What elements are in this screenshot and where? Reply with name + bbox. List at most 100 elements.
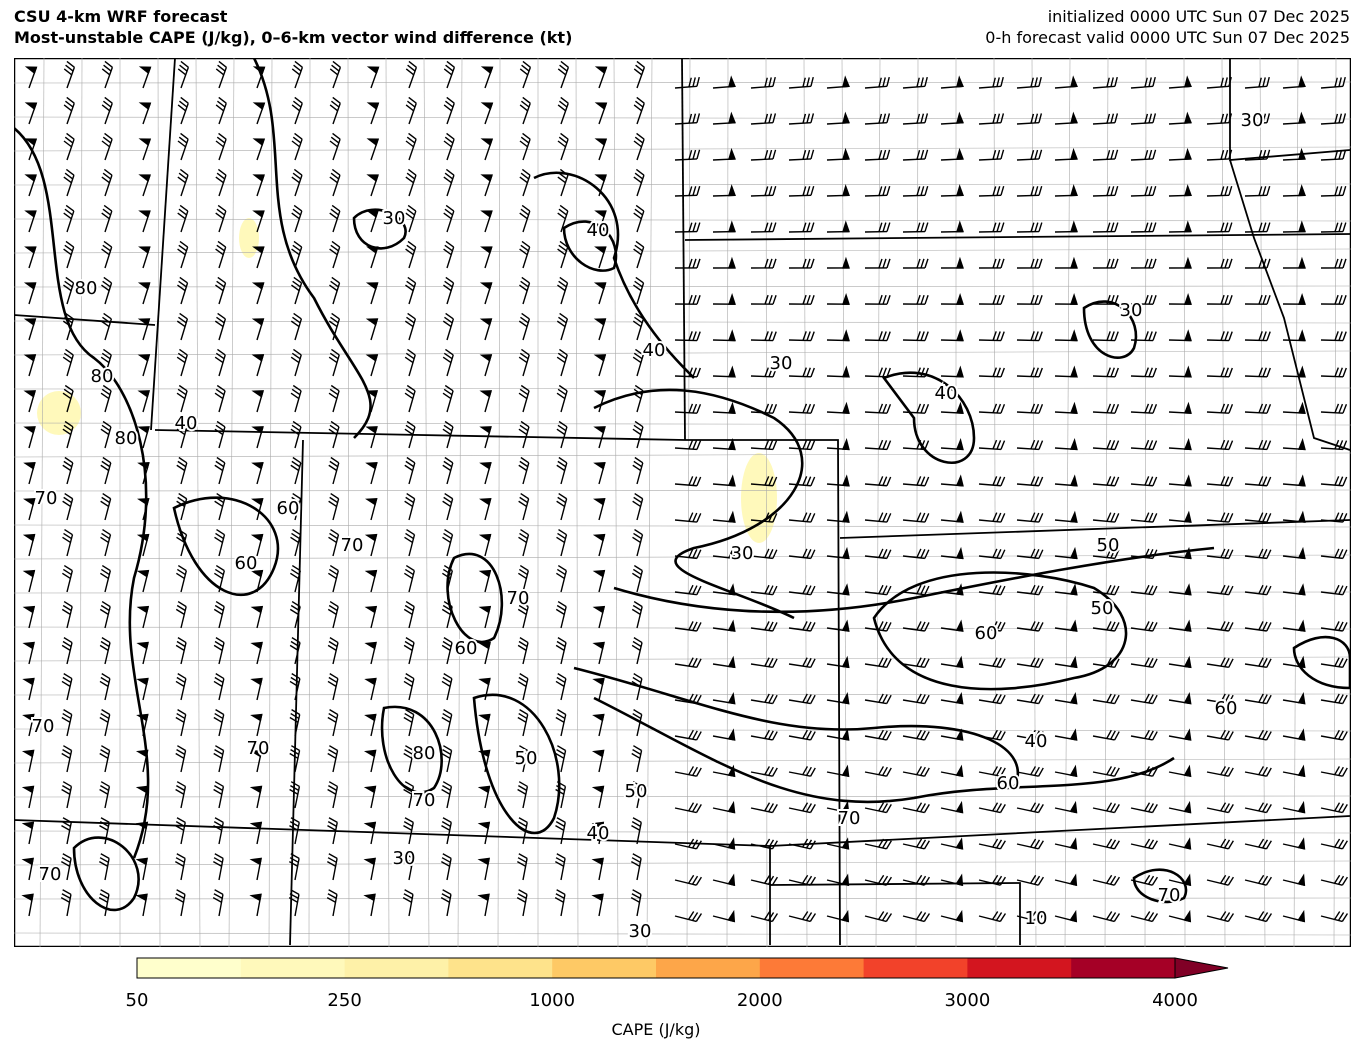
wind-barb [214,312,227,341]
wind-barb [674,512,702,523]
wind-barb [1130,222,1157,233]
wind-barb [864,911,893,923]
wind-barb [404,312,417,341]
wind-barb [63,240,75,269]
county-line [14,932,1351,936]
wind-barb [750,693,778,705]
wind-barb [1168,800,1192,814]
wind-barb [23,318,37,341]
wind-barb [214,492,226,521]
wind-barb [1130,76,1156,89]
wind-barb [1206,185,1233,197]
wind-barb [176,456,188,485]
wind-barb [62,420,74,449]
wind-barb [1168,401,1192,414]
wind-barb [1054,546,1078,560]
wind-barb [788,621,816,632]
wind-barb [250,677,263,701]
wind-barb [826,728,850,741]
wind-barb [978,149,1005,161]
wind-barb [712,764,736,778]
wind-barb [674,258,701,269]
wind-barb [591,857,604,881]
wind-barb [22,713,35,737]
wind-barb [249,893,262,917]
wind-barb [177,204,189,233]
wind-barb [712,474,736,487]
wind-barb [250,713,263,737]
wind-barb [61,637,73,665]
wind-barb [291,132,303,161]
wind-barb [290,528,302,557]
wind-barb [1206,693,1234,705]
wind-barb [826,837,850,850]
wind-barb [403,600,415,629]
wind-barb [443,168,455,197]
wind-barb [1130,185,1157,197]
wind-barb [442,492,454,521]
wind-barb [289,709,301,737]
wind-barb [289,745,301,773]
wind-barb [826,873,850,887]
county-line [646,58,653,947]
wind-barb [902,802,930,814]
wind-barb [940,909,964,923]
wind-barb [1206,802,1234,814]
wind-barb [22,641,35,665]
wind-barb [826,510,850,523]
wind-barb [826,583,850,596]
county-line [841,58,848,947]
wind-barb [517,673,529,701]
wind-barb [479,462,492,485]
wind-barb [712,401,736,414]
wind-barb [327,673,339,701]
wind-barb [21,749,35,773]
wind-barb [1130,729,1158,741]
wind-shear-contours [14,58,1351,912]
wind-barb [62,528,74,557]
contour-label: 70 [341,535,364,556]
wind-barb [365,426,378,449]
wind-barb [1244,693,1272,705]
wind-barb [1168,220,1192,233]
county-line [14,728,1351,732]
wind-barb [479,426,492,449]
wind-barb [1206,512,1234,523]
wind-barb [902,113,929,125]
wind-barb [1130,294,1157,305]
wind-barb [329,204,341,233]
wind-barb [826,147,850,161]
wind-barb [135,785,149,809]
wind-barb [1244,113,1271,125]
wind-barb [788,367,815,378]
wind-barb [902,584,930,596]
wind-barb [750,802,778,814]
wind-barb [940,184,964,197]
wind-barb [440,889,452,917]
wind-barb [177,240,189,269]
wind-barb [176,420,188,449]
wind-barb [594,246,607,269]
wind-barb [135,821,149,845]
contour-label: 70 [32,716,55,737]
wind-barb [1282,438,1306,451]
wind-barb [252,246,265,269]
wind-barb [478,713,491,737]
wind-barb [518,528,530,557]
wind-barb [593,354,607,377]
wind-barb [940,438,964,451]
wind-barb [902,258,929,269]
wind-barb [712,111,736,125]
wind-barb [364,677,377,701]
wind-barb [176,384,188,413]
wind-barb [940,256,964,269]
wind-barb [63,168,75,197]
wind-barb [61,817,72,845]
wind-barb [519,168,531,197]
contour-label: 30 [629,921,652,942]
wind-barb [1168,438,1192,451]
wind-barb [1016,76,1042,89]
wind-barb [1016,294,1043,305]
cape-area [741,453,777,543]
wind-barb [213,709,225,737]
